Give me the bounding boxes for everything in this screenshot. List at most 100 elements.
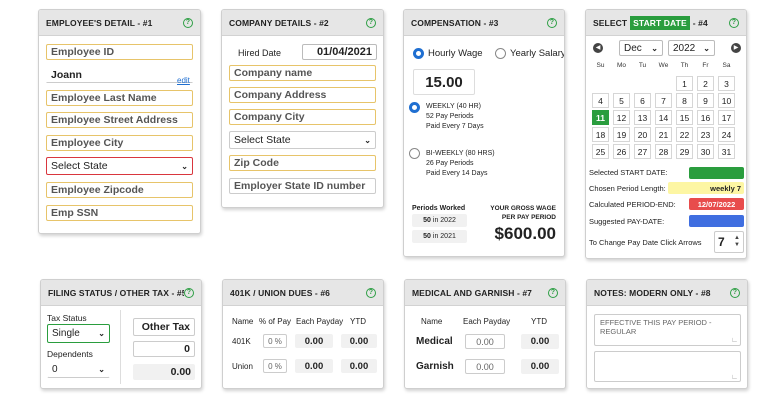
calendar-day[interactable]: 6: [634, 93, 651, 108]
calendar-day[interactable]: 11: [592, 110, 609, 125]
employee-city-field[interactable]: Employee City: [46, 135, 193, 151]
employee-first-name-field[interactable]: Joann: [46, 67, 193, 83]
calendar-day[interactable]: 27: [634, 144, 651, 159]
calendar-day[interactable]: 31: [718, 144, 735, 159]
notes-textarea-2[interactable]: ∟: [594, 351, 741, 382]
calendar-day[interactable]: 12: [613, 110, 630, 125]
compensation-title: COMPENSATION - #3: [411, 17, 499, 28]
gross-wage-label-2: PER PAY PERIOD: [501, 214, 556, 221]
resize-grip-icon[interactable]: ∟: [731, 374, 738, 381]
tax-status-label: Tax Status: [47, 313, 87, 323]
calendar-day[interactable]: 24: [718, 127, 735, 142]
employee-zipcode-field[interactable]: Employee Zipcode: [46, 182, 193, 198]
calendar-day[interactable]: 26: [613, 144, 630, 159]
calendar-day[interactable]: 5: [613, 93, 630, 108]
calendar-day[interactable]: 4: [592, 93, 609, 108]
calendar-day[interactable]: 9: [697, 93, 714, 108]
calendar-day[interactable]: 1: [676, 76, 693, 91]
calendar-day[interactable]: 28: [655, 144, 672, 159]
month-select[interactable]: Dec ⌄: [619, 40, 663, 56]
company-details-card: COMPANY DETAILS - #2 ? Hired Date 01/04/…: [221, 9, 384, 208]
year-select[interactable]: 2022 ⌄: [668, 40, 715, 56]
notes-textarea-1[interactable]: EFFECTIVE THIS PAY PERIOD - REGULAR ∟: [594, 314, 741, 346]
dependents-select[interactable]: 0 ⌄: [47, 360, 110, 378]
yearly-salary-radio[interactable]: [495, 48, 506, 59]
dues-header: 401K / UNION DUES - #6 ?: [223, 280, 383, 306]
company-details-header: COMPANY DETAILS - #2 ?: [222, 10, 383, 36]
calendar-day[interactable]: 7: [655, 93, 672, 108]
help-icon[interactable]: ?: [548, 287, 558, 298]
employee-detail-header: EMPLOYEE'S DETAIL - #1 ?: [39, 10, 200, 36]
employee-last-name-field[interactable]: Employee Last Name: [46, 90, 193, 106]
dues-union-name: Union: [232, 362, 253, 371]
calendar-day[interactable]: 18: [592, 127, 609, 142]
company-city-field[interactable]: Company City: [229, 109, 376, 125]
help-icon[interactable]: ?: [184, 287, 194, 298]
calendar-day[interactable]: 14: [655, 110, 672, 125]
calendar-day[interactable]: 15: [676, 110, 693, 125]
company-state-select[interactable]: Select State ⌄: [229, 131, 376, 149]
edit-link[interactable]: edit: [177, 76, 190, 85]
hourly-wage-radio[interactable]: [413, 48, 424, 59]
prev-month-icon[interactable]: ◀: [593, 43, 603, 53]
stepper-arrows-icon[interactable]: ▲ ▼: [734, 235, 740, 248]
medical-each-field[interactable]: 0.00: [465, 334, 505, 349]
employee-state-value: Select State: [51, 160, 108, 172]
calendar-day[interactable]: 22: [676, 127, 693, 142]
resize-grip-icon[interactable]: ∟: [731, 337, 738, 344]
calendar-day[interactable]: 29: [676, 144, 693, 159]
employer-state-id-field[interactable]: Employer State ID number: [229, 178, 376, 194]
help-icon[interactable]: ?: [183, 17, 193, 28]
calendar-day[interactable]: 2: [697, 76, 714, 91]
company-address-field[interactable]: Company Address: [229, 87, 376, 103]
next-month-icon[interactable]: ▶: [731, 43, 741, 53]
pay-date-label: Suggested PAY-DATE:: [589, 217, 665, 226]
company-zip-field[interactable]: Zip Code: [229, 155, 376, 171]
weekly-radio[interactable]: [409, 102, 420, 113]
help-icon[interactable]: ?: [729, 17, 739, 28]
dues-401k-pct[interactable]: 0 %: [263, 334, 287, 348]
calendar-day[interactable]: 25: [592, 144, 609, 159]
calendar-day[interactable]: 30: [697, 144, 714, 159]
hired-date-field[interactable]: 01/04/2021: [302, 44, 377, 60]
calendar-day[interactable]: 23: [697, 127, 714, 142]
employee-state-select[interactable]: Select State ⌄: [46, 157, 193, 175]
periods-2022-text: in 2022: [432, 217, 456, 224]
periods-2021-box: 50 in 2021: [412, 230, 467, 243]
calendar-day[interactable]: 21: [655, 127, 672, 142]
calendar-day[interactable]: 3: [718, 76, 735, 91]
help-icon[interactable]: ?: [730, 287, 740, 298]
employee-detail-title: EMPLOYEE'S DETAIL - #1: [46, 17, 153, 28]
calendar-day[interactable]: 19: [613, 127, 630, 142]
calendar-day[interactable]: 8: [676, 93, 693, 108]
tax-status-value: Single: [52, 328, 80, 339]
pay-date-stepper[interactable]: 7 ▲ ▼: [714, 231, 744, 253]
tax-status-select[interactable]: Single ⌄: [47, 324, 110, 343]
dues-union-pct[interactable]: 0 %: [263, 359, 287, 373]
employee-street-field[interactable]: Employee Street Address: [46, 112, 193, 128]
periods-2022-box: 50 in 2022: [412, 214, 467, 227]
hourly-wage-field[interactable]: 15.00: [413, 69, 475, 95]
dues-union-each: 0.00: [295, 359, 333, 373]
calendar-day[interactable]: 17: [718, 110, 735, 125]
start-date-button[interactable]: START DATE: [630, 15, 690, 30]
help-icon[interactable]: ?: [366, 17, 376, 28]
dues-401k-ytd: 0.00: [341, 334, 377, 348]
biweekly-radio[interactable]: [409, 148, 420, 159]
other-tax-field[interactable]: 0: [133, 341, 195, 357]
notes-text-1: EFFECTIVE THIS PAY PERIOD - REGULAR: [600, 318, 712, 336]
medical-title: MEDICAL AND GARNISH - #7: [412, 287, 532, 298]
employee-ssn-field[interactable]: Emp SSN: [46, 205, 193, 221]
calendar-day[interactable]: 13: [634, 110, 651, 125]
gross-wage-value: $600.00: [494, 224, 556, 243]
employee-id-field[interactable]: Employee ID: [46, 44, 193, 60]
help-icon[interactable]: ?: [547, 17, 557, 28]
help-icon[interactable]: ?: [366, 287, 376, 298]
calendar-day[interactable]: 10: [718, 93, 735, 108]
calendar-day[interactable]: 20: [634, 127, 651, 142]
weekday-label: Th: [680, 62, 689, 69]
garnish-each-field[interactable]: 0.00: [465, 359, 505, 374]
compensation-header: COMPENSATION - #3 ?: [404, 10, 564, 36]
calendar-day[interactable]: 16: [697, 110, 714, 125]
company-name-field[interactable]: Company name: [229, 65, 376, 81]
